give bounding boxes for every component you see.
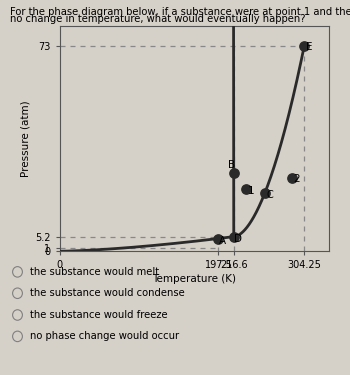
- Text: 1: 1: [248, 186, 254, 196]
- Text: the substance would condense: the substance would condense: [30, 288, 184, 298]
- Text: C: C: [266, 190, 273, 200]
- Text: the substance would freeze: the substance would freeze: [30, 310, 167, 320]
- Text: the substance would melt: the substance would melt: [30, 267, 159, 277]
- Y-axis label: Pressure (atm): Pressure (atm): [21, 100, 31, 177]
- X-axis label: Temperature (K): Temperature (K): [152, 274, 236, 285]
- Point: [262, 190, 267, 196]
- Text: A: A: [219, 236, 226, 246]
- Text: E: E: [306, 42, 312, 52]
- Point: [301, 43, 307, 49]
- Point: [231, 234, 237, 240]
- Text: B: B: [228, 160, 235, 170]
- Text: no phase change would occur: no phase change would occur: [30, 332, 179, 341]
- Text: no change in temperature, what would eventually happen?: no change in temperature, what would eve…: [10, 14, 306, 24]
- Text: For the phase diagram below, if a substance were at point 1 and the pressure wer: For the phase diagram below, if a substa…: [10, 7, 350, 17]
- Point: [216, 236, 221, 242]
- Text: 2: 2: [294, 174, 300, 184]
- Point: [289, 175, 295, 181]
- Text: D: D: [234, 234, 243, 244]
- Point: [243, 186, 249, 192]
- Point: [231, 170, 237, 176]
